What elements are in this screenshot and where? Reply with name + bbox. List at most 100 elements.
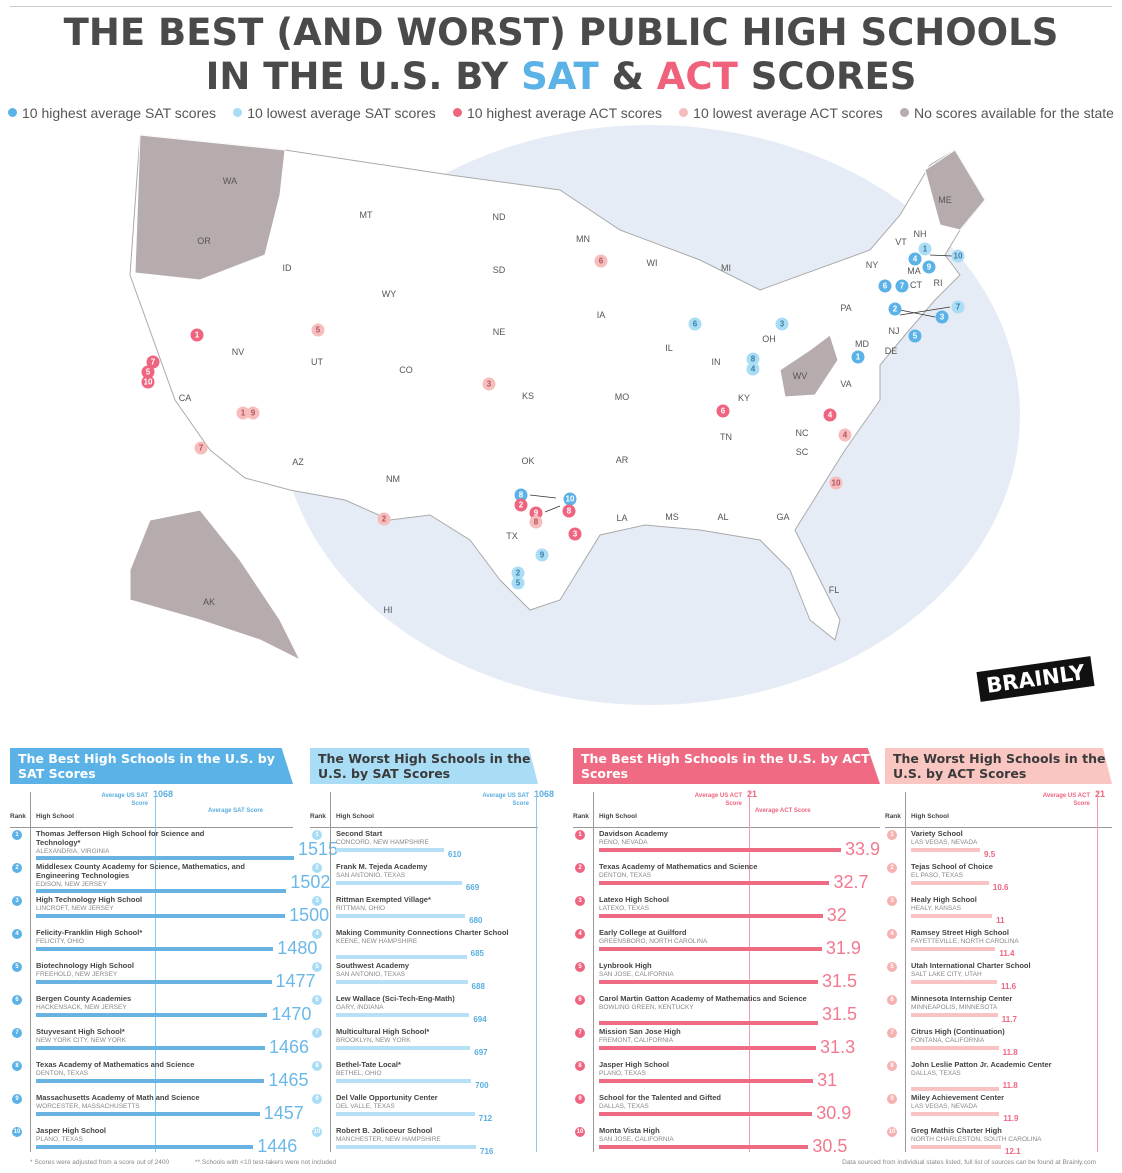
- column-headers: Rank High School Average US SAT Score 106…: [10, 784, 293, 828]
- score-value: 11.8: [1002, 1081, 1018, 1090]
- marker-act-low-6: 6: [594, 254, 608, 268]
- school-name: Texas Academy of Mathematics and Science: [36, 1060, 195, 1069]
- school-name: Mission San Jose High: [599, 1027, 681, 1036]
- school-location: BETHEL, OHIO: [336, 1070, 382, 1077]
- rank-badge: 8: [12, 1061, 22, 1071]
- rank-badge: 8: [312, 1061, 322, 1071]
- marker-act-high-5: 5: [141, 365, 155, 379]
- table-row: 1 Thomas Jefferson High School for Scien…: [10, 828, 338, 861]
- marker-act-high-8: 8: [562, 504, 576, 518]
- legend-item: 10 highest average SAT scores: [8, 105, 216, 121]
- marker-sat-high-2: 2: [888, 302, 902, 316]
- school-name: High Technology High School: [36, 895, 143, 904]
- rank-badge: 7: [575, 1028, 585, 1038]
- school-name: Frank M. Tejeda Academy: [336, 862, 428, 871]
- score-value: 33.9: [845, 839, 881, 859]
- score-value: 1480: [277, 938, 318, 958]
- state-label-nh: NH: [913, 229, 927, 239]
- school-name: School for the Talented and Gifted: [599, 1093, 721, 1102]
- school-name: Variety School: [911, 829, 963, 838]
- marker-sat-high-7: 7: [895, 279, 909, 293]
- score-value: 712: [478, 1114, 493, 1123]
- state-label-ks: KS: [521, 391, 535, 401]
- us-map: [129, 125, 1020, 705]
- school-name: Carol Martin Gatton Academy of Mathemati…: [599, 994, 807, 1003]
- table-row: 9 School for the Talented and Gifted DALL…: [573, 1092, 880, 1125]
- rank-badge: 10: [312, 1127, 322, 1137]
- score-value: 1466: [269, 1037, 310, 1057]
- legend-swatch-icon: [679, 108, 689, 117]
- score-value: 11: [996, 916, 1005, 925]
- table-row: 1 Davidson Academy RENO, NEVADA 33.9: [573, 828, 880, 861]
- legend-item: 10 lowest average SAT scores: [233, 105, 436, 121]
- rank-badge: 6: [575, 995, 585, 1005]
- score-value: 11.8: [1002, 1048, 1018, 1057]
- marker-sat-high-9: 9: [922, 260, 936, 274]
- table-title: The Worst High Schools in the U.S. by SA…: [310, 748, 538, 784]
- table-row: 7 Multicultural High School* BROOKLYN, NE…: [310, 1026, 538, 1059]
- school-name: Middlesex County Academy for Science, Ma…: [36, 862, 245, 880]
- table-row: 2 Middlesex County Academy for Science, …: [10, 861, 330, 894]
- school-name: Bergen County Academies: [36, 994, 132, 1003]
- score-value: 1465: [268, 1070, 309, 1090]
- school-name: Del Valle Opportunity Center: [336, 1093, 438, 1102]
- state-label-va: VA: [840, 379, 852, 389]
- school-location: NEW YORK CITY, NEW YORK: [36, 1037, 126, 1044]
- table-row: 9 Miley Achievement Center LAS VEGAS, NEV…: [885, 1092, 1112, 1125]
- us-average-label: Average US SAT Score 1068: [482, 789, 555, 808]
- title-line-2: IN THE U.S. BY SAT & ACT SCORES: [205, 55, 917, 98]
- rank-badge: 2: [575, 863, 585, 873]
- state-label-de: DE: [884, 346, 898, 356]
- table-row: 3 Healy High School HEALY, KANSAS 11: [885, 894, 1112, 927]
- marker-act-high-3: 3: [568, 527, 582, 541]
- legend-label: 10 highest average ACT scores: [466, 105, 663, 121]
- table-row: 10 Robert B. Jolicoeur School MANCHESTER,…: [310, 1125, 538, 1158]
- footnote-adjusted: * Scores were adjusted from a score out …: [30, 1159, 170, 1166]
- table-row: 7 Mission San Jose High FREMONT, CALIFORN…: [573, 1026, 880, 1059]
- score-bar: [336, 848, 445, 852]
- score-bar: [336, 1079, 472, 1083]
- score-bar: [911, 1046, 999, 1050]
- table-row: 2 Frank M. Tejeda Academy SAN ANTONIO, TE…: [310, 861, 538, 894]
- us-average-line: [155, 792, 156, 1152]
- marker-act-low-4: 4: [838, 428, 852, 442]
- school-location: FELICITY, OHIO: [36, 938, 84, 945]
- state-label-nc: NC: [795, 428, 809, 438]
- marker-act-low-5: 5: [311, 323, 325, 337]
- marker-act-low-7: 7: [194, 441, 208, 455]
- marker-sat-low-6: 6: [688, 317, 702, 331]
- table-row: 8 Bethel-Tate Local* BETHEL, OHIO 700: [310, 1059, 538, 1092]
- score-value: 11.9: [1003, 1114, 1019, 1123]
- table-row: 9 Massachusetts Academy of Math and Scie…: [10, 1092, 304, 1125]
- score-value: 669: [465, 883, 480, 892]
- rank-badge: 5: [12, 962, 22, 972]
- school-name: Making Community Connections Charter Sch…: [336, 928, 509, 937]
- school-name: Jasper High School: [36, 1126, 107, 1135]
- state-label-tn: TN: [720, 432, 732, 442]
- score-bar: [599, 1046, 817, 1050]
- score-bar: [36, 1079, 265, 1083]
- marker-act-low-2: 2: [377, 512, 391, 526]
- legend-label: 10 lowest average ACT scores: [693, 105, 883, 121]
- state-label-wv: WV: [792, 371, 808, 381]
- state-label-nm: NM: [386, 474, 400, 484]
- score-value: 31: [817, 1070, 838, 1090]
- rank-divider: [593, 792, 594, 1152]
- school-location: DALLAS, TEXAS: [911, 1070, 961, 1077]
- marker-act-high-10: 10: [141, 375, 155, 389]
- score-bar: [36, 914, 286, 918]
- school-location: SAN ANTONIO, TEXAS: [336, 872, 406, 879]
- score-value: 11.6: [1000, 982, 1017, 991]
- table-row: 6 Minnesota Internship Center MINNEAPOLIS…: [885, 993, 1112, 1026]
- state-label-ct: CT: [910, 280, 922, 290]
- school-location: DEL VALLE, TEXAS: [336, 1103, 395, 1110]
- column-headers: Rank High School Average US ACT Score 21 A…: [573, 784, 880, 828]
- school-location: BROOKLYN, NEW YORK: [336, 1037, 411, 1044]
- score-bar: [911, 1112, 1000, 1116]
- table-row: 5 Southwest Academy SAN ANTONIO, TEXAS 68…: [310, 960, 538, 993]
- state-label-nj: NJ: [888, 326, 900, 336]
- score-bar: [36, 980, 272, 984]
- school-name: Rittman Exempted Village*: [336, 895, 431, 904]
- school-location: RITTMAN, OHIO: [336, 905, 386, 912]
- us-average-label: Average US ACT Score 21: [694, 789, 758, 808]
